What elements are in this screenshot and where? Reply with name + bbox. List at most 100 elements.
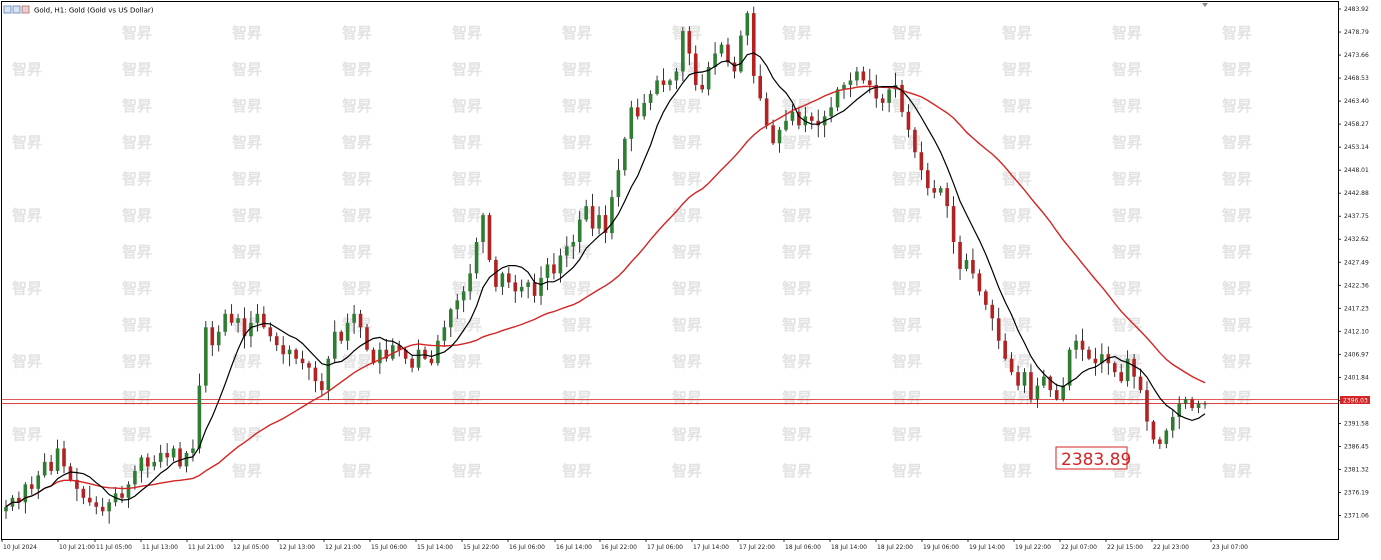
watermark-116: 智昇	[232, 389, 262, 407]
candle-body	[539, 277, 543, 296]
candle-body	[100, 506, 105, 512]
candle-body	[294, 349, 298, 359]
candle-body	[1093, 358, 1098, 364]
candle-body	[809, 116, 814, 121]
ma-slow-line	[5, 85, 1206, 508]
candle-body	[532, 282, 537, 296]
window-title: Gold, H1: Gold (Gold vs US Dollar)	[3, 5, 154, 15]
y-tick-label: 2376.19	[1344, 489, 1369, 496]
candle-body	[874, 84, 879, 99]
candle-body	[165, 452, 169, 458]
candle-body	[771, 125, 775, 144]
watermark-76: 智昇	[892, 243, 922, 261]
watermark-15: 智昇	[452, 61, 482, 79]
candle-body	[216, 331, 221, 346]
watermark-5: 智昇	[672, 24, 702, 42]
candle-body	[848, 80, 853, 85]
watermark-24: 智昇	[232, 97, 262, 115]
x-tick-label: 12 Jul 13:00	[279, 544, 315, 551]
watermark-120: 智昇	[672, 389, 702, 407]
watermark-47: 智昇	[232, 170, 262, 188]
watermark-60: 智昇	[342, 207, 372, 225]
candle-body	[300, 358, 305, 364]
candle-body	[642, 102, 646, 117]
candle-body	[900, 84, 904, 112]
candle-body	[577, 219, 582, 243]
watermark-143: 智昇	[672, 462, 702, 480]
candle-body	[842, 84, 846, 90]
watermark-106: 智昇	[342, 353, 372, 371]
watermark-26: 智昇	[452, 97, 482, 115]
x-tick-label: 16 Jul 22:00	[601, 544, 637, 551]
watermark-20: 智昇	[1002, 61, 1032, 79]
candle-body	[867, 80, 872, 85]
watermark-42: 智昇	[892, 134, 922, 152]
watermark-114: 智昇	[1222, 353, 1252, 371]
candle-body	[668, 80, 672, 85]
watermark-117: 智昇	[342, 389, 372, 407]
candle-body	[526, 282, 530, 287]
candle-body	[681, 31, 685, 72]
candle-body	[461, 291, 466, 301]
candle-body	[378, 349, 382, 364]
candle-body	[1196, 403, 1201, 409]
watermark-98: 智昇	[782, 316, 812, 334]
candle-body	[178, 448, 182, 467]
watermark-85: 智昇	[562, 280, 592, 298]
y-tick-label: 2371.06	[1344, 513, 1369, 520]
candle-body	[1177, 403, 1182, 418]
candle-body	[926, 170, 930, 189]
x-tick-label: 19 Jul 06:00	[923, 544, 959, 551]
watermark-19: 智昇	[892, 61, 922, 79]
candle-body	[913, 129, 917, 153]
candle-body	[623, 138, 627, 171]
watermark-73: 智昇	[562, 243, 592, 261]
x-tick-label: 16 Jul 06:00	[509, 544, 545, 551]
candle-body	[313, 367, 318, 382]
watermark-29: 智昇	[782, 97, 812, 115]
watermark-50: 智昇	[562, 170, 592, 188]
candle-body	[23, 484, 28, 503]
candle-body	[184, 452, 189, 467]
candle-body	[62, 448, 66, 467]
ma-fast-line	[5, 52, 1206, 508]
x-tick-label: 23 Jul 07:00	[1212, 544, 1248, 551]
watermark-6: 智昇	[782, 24, 812, 42]
candle-body	[410, 358, 414, 368]
watermark-148: 智昇	[1222, 462, 1252, 480]
candle-body	[1074, 340, 1078, 350]
candle-body	[204, 327, 208, 386]
candle-body	[487, 215, 492, 260]
watermark-144: 智昇	[782, 462, 812, 480]
current-price-marker: 2396.03	[1340, 396, 1370, 405]
candle-body	[977, 273, 982, 292]
watermark-115: 智昇	[122, 389, 152, 407]
watermark-101: 智昇	[1112, 316, 1142, 334]
watermark-77: 智昇	[1002, 243, 1032, 261]
chart-shift-marker[interactable]	[1202, 3, 1208, 7]
candle-body	[158, 452, 163, 462]
watermark-57: 智昇	[12, 207, 42, 225]
candle-body	[197, 385, 202, 449]
candle-body	[210, 327, 215, 346]
watermark-108: 智昇	[562, 353, 592, 371]
watermark-78: 智昇	[1112, 243, 1142, 261]
watermark-133: 智昇	[782, 426, 812, 444]
candle-body	[68, 466, 73, 480]
candle-body	[139, 457, 144, 471]
candle-body	[1022, 372, 1027, 386]
y-tick-label: 2406.97	[1344, 351, 1369, 358]
candle-body	[345, 322, 350, 341]
candle-body	[507, 273, 511, 283]
watermark-97: 智昇	[672, 316, 702, 334]
x-tick-label: 22 Jul 15:00	[1107, 544, 1143, 551]
candle-body	[919, 152, 924, 171]
x-tick-label: 22 Jul 07:00	[1061, 544, 1097, 551]
candle-body	[120, 493, 124, 498]
candle-body	[764, 98, 769, 126]
candle-body	[655, 80, 659, 94]
candle-body	[590, 206, 595, 229]
watermark-123: 智昇	[1002, 389, 1032, 407]
